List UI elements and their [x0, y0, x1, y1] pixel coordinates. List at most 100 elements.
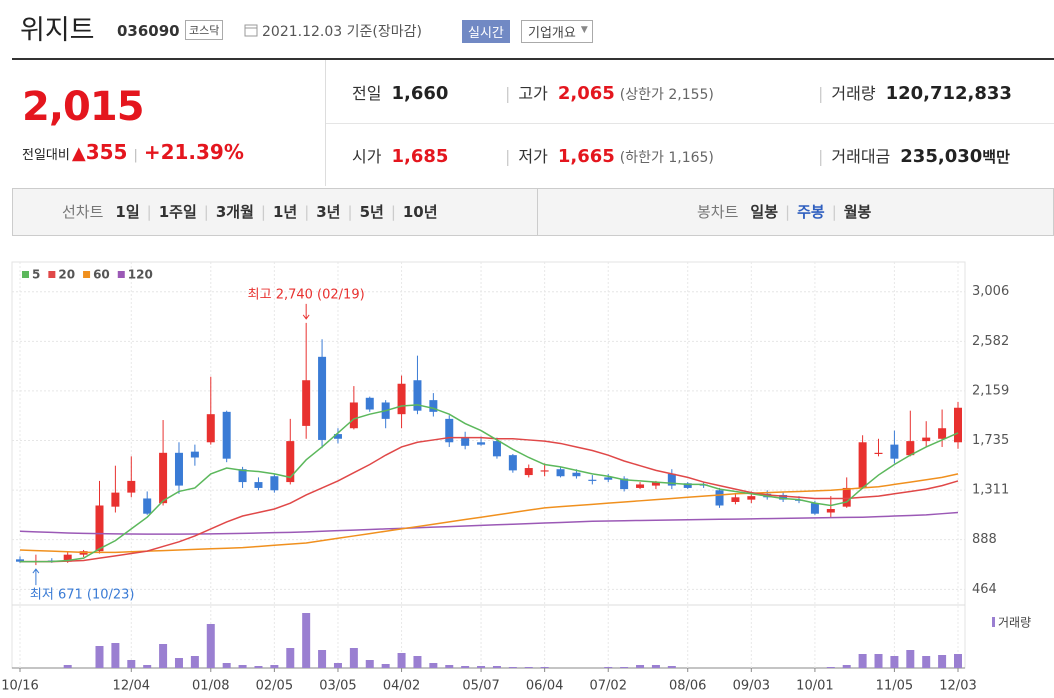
company-name: 위지트 — [20, 15, 95, 46]
period-tab[interactable]: 10년 — [402, 203, 438, 221]
button-text: 기업개요 — [528, 26, 576, 41]
volume-bar — [206, 624, 215, 668]
y-tick-label: 888 — [972, 532, 997, 547]
candle-tab[interactable]: 주봉 — [797, 203, 825, 221]
candle-body — [874, 452, 883, 454]
volume-bar — [540, 667, 549, 668]
company-info-button[interactable]: 기업개요 ▼ — [521, 20, 593, 43]
moving-average-line — [20, 436, 959, 563]
cell-label: 시가 — [352, 147, 382, 166]
candle-body — [938, 428, 947, 439]
x-tick-label: 04/02 — [383, 679, 420, 694]
candle-body — [238, 469, 247, 483]
cell-value: 1,685 — [391, 146, 449, 167]
market-badge: 코스닥 — [185, 20, 224, 40]
period-tab[interactable]: 5년 — [359, 203, 384, 221]
volume-bar — [524, 667, 533, 668]
candle-body — [461, 437, 470, 446]
volume-bar — [349, 648, 358, 668]
period-tab[interactable]: 3년 — [316, 203, 341, 221]
separator: | — [260, 203, 266, 221]
y-tick-label: 1,735 — [972, 433, 1009, 448]
x-tick-label: 09/03 — [733, 679, 770, 694]
y-tick-label: 3,006 — [972, 284, 1009, 299]
cell-value: 120,712,833 — [885, 83, 1012, 104]
summary-cell: | 고가 2,065 (상한가 2,155) — [505, 80, 714, 104]
realtime-button[interactable]: 실시간 — [462, 20, 510, 43]
period-tab[interactable]: 1년 — [272, 203, 298, 221]
volume-bar — [302, 613, 311, 668]
candle-body — [683, 483, 692, 488]
candle-body — [286, 441, 295, 483]
candle-body — [651, 482, 660, 486]
volume-bar — [954, 654, 962, 668]
volume-bar — [270, 665, 279, 668]
min-arrow — [32, 568, 40, 586]
candle-body — [524, 468, 533, 476]
candle-body — [365, 397, 374, 410]
candle-body — [922, 437, 931, 442]
candle-body — [954, 407, 962, 443]
cell-label: 저가 — [518, 147, 548, 166]
volume-bar — [159, 644, 168, 668]
stock-code: 036090 — [117, 22, 180, 40]
cell-label: 전일 — [352, 84, 382, 103]
candle-body — [842, 487, 851, 507]
volume-bar — [890, 656, 899, 668]
legend-label: 20 — [58, 268, 75, 282]
summary-cell: | 저가 1,665 (하한가 1,165) — [505, 143, 714, 167]
candle-body — [572, 472, 581, 477]
candle-body — [111, 492, 120, 507]
tab-label: 선차트 — [62, 203, 104, 221]
volume-bar — [445, 665, 454, 668]
volume-bar — [254, 666, 263, 668]
volume-bar — [111, 643, 120, 668]
x-tick-label: 02/05 — [256, 679, 293, 694]
period-tab[interactable]: 1주일 — [158, 203, 197, 221]
x-tick-label: 07/02 — [590, 679, 627, 694]
volume-bar — [318, 650, 327, 668]
volume-bar — [874, 654, 883, 668]
candle-body — [636, 484, 645, 488]
candle-body — [508, 455, 517, 471]
cell-note: (상한가 2,155) — [619, 87, 714, 103]
candle-body — [604, 477, 613, 480]
volume-bar — [397, 653, 406, 668]
summary-cell: 시가 1,685 — [352, 143, 448, 167]
period-tab[interactable]: 3개월 — [215, 203, 254, 221]
volume-bar — [413, 656, 422, 668]
candle-body — [906, 441, 915, 456]
candle-body — [779, 494, 788, 500]
cell-value: 1,660 — [391, 83, 449, 104]
y-tick-label: 2,159 — [972, 383, 1009, 398]
divider — [326, 123, 1054, 124]
candle-body — [667, 473, 676, 486]
candle-tab[interactable]: 일봉 — [750, 203, 779, 221]
moving-average-line — [19, 473, 959, 554]
separator: | — [390, 203, 396, 221]
cell-unit: 백만 — [982, 148, 1010, 166]
cell-label: 거래대금 — [831, 147, 891, 166]
base-date: 2021.12.03 기준(장마감) — [262, 24, 422, 40]
candle-body — [492, 441, 501, 457]
tab-bar — [12, 188, 1054, 236]
volume-bar — [174, 658, 183, 668]
candle-tabs: 봉차트 일봉 | 주봉 | 월봉 — [697, 201, 871, 222]
candle-tab[interactable]: 월봉 — [843, 203, 872, 221]
volume-bar — [858, 654, 867, 668]
stock-chart: 3,006 2,582 2,159 1,735 1,311 888 464 10/16 12/0… — [1, 261, 1031, 694]
period-tab[interactable]: 1일 — [115, 203, 140, 221]
separator: | — [818, 84, 824, 103]
volume-bar — [938, 655, 947, 668]
candle-body — [540, 470, 549, 472]
cell-note: (하한가 1,165) — [619, 150, 714, 166]
x-tick-label: 03/05 — [319, 679, 356, 694]
candle-body — [63, 554, 72, 562]
legend-swatch — [22, 271, 29, 278]
separator: | — [505, 147, 511, 166]
line-tabs: 선차트 1일 | 1주일 | 3개월 | 1년 | 3년 | 5년 | 10년 — [62, 201, 438, 222]
y-tick-label: 2,582 — [972, 334, 1009, 349]
separator: | — [203, 203, 209, 221]
change: 355 — [85, 140, 128, 164]
candle-body — [477, 442, 486, 445]
